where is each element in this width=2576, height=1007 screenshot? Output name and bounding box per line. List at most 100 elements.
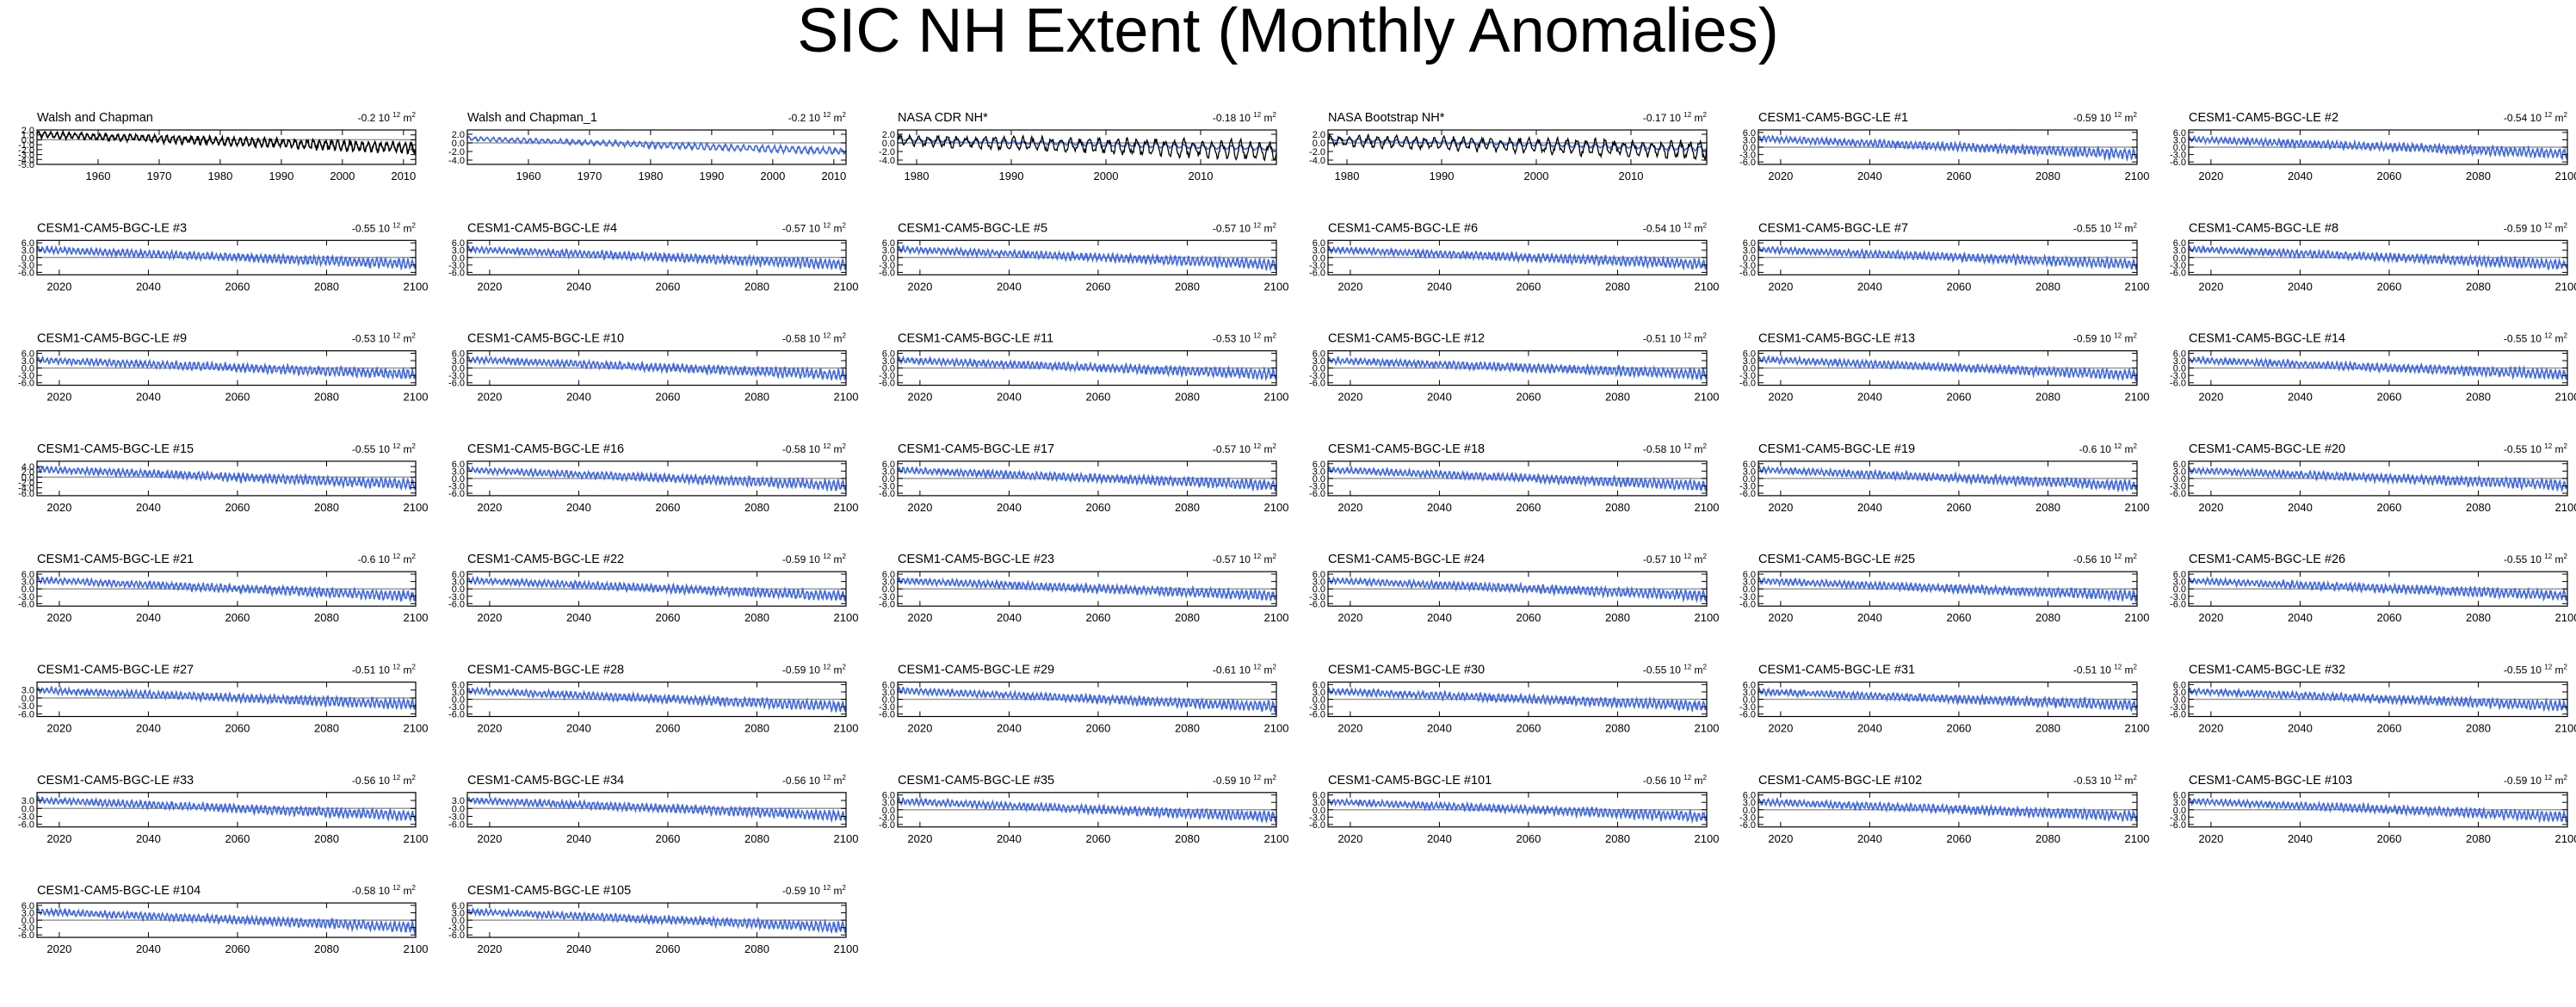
x-tick-label: 2060 bbox=[1946, 391, 1971, 404]
chart-panel: CESM1-CAM5-BGC-LE #26 -0.55 10 12 m2 6.03.… bbox=[2170, 553, 2576, 624]
y-tick-label: 3.0 bbox=[1313, 356, 1325, 367]
y-tick-label: -6.0 bbox=[2170, 379, 2186, 389]
y-tick-label: -3.0 bbox=[879, 592, 895, 602]
panel-title: Walsh and Chapman_1 bbox=[467, 111, 597, 125]
y-tick-label: -2.0 bbox=[18, 145, 34, 156]
chart-panel: CESM1-CAM5-BGC-LE #5 -0.57 10 12 m2 6.03.0… bbox=[879, 221, 1288, 293]
y-tick-label: 6.0 bbox=[2173, 791, 2186, 801]
y-tick-label: -3.0 bbox=[1309, 481, 1325, 491]
y-tick-label: -3.0 bbox=[1309, 592, 1325, 602]
y-tick-label: -2.0 bbox=[1309, 147, 1325, 158]
x-tick-label: 2060 bbox=[1946, 611, 1971, 624]
axes-frame bbox=[466, 129, 847, 165]
trend-label: -0.2 10 12 m2 bbox=[788, 111, 847, 124]
x-tick-label: 2040 bbox=[997, 832, 1022, 845]
y-tick-label: 6.0 bbox=[452, 460, 465, 470]
x-tick-label: 2040 bbox=[997, 501, 1022, 514]
y-tick-label: 6.0 bbox=[1743, 238, 1756, 249]
y-tick-label: 0.0 bbox=[452, 916, 465, 926]
panel-title: Walsh and Chapman bbox=[37, 111, 153, 125]
y-tick-label: 0.0 bbox=[22, 135, 34, 145]
y-tick-label: -4.0 bbox=[879, 156, 895, 166]
x-tick-label: 2080 bbox=[314, 722, 339, 735]
trend-label: -0.59 10 12 m2 bbox=[1213, 774, 1277, 787]
x-tick-label: 2020 bbox=[2198, 611, 2223, 624]
y-tick-label: 0.0 bbox=[2173, 474, 2186, 485]
x-tick-label: 2060 bbox=[2376, 280, 2401, 293]
y-tick-label: -6.0 bbox=[448, 820, 465, 831]
y-tick-label: 3.0 bbox=[452, 246, 465, 256]
series-line bbox=[2188, 244, 2568, 271]
y-tick-label: -4.0 bbox=[448, 156, 465, 166]
trend-label: -0.56 10 12 m2 bbox=[782, 774, 847, 787]
chart-panel: CESM1-CAM5-BGC-LE #35 -0.59 10 12 m2 6.03.… bbox=[879, 774, 1288, 845]
y-tick-label: -6.0 bbox=[1739, 599, 1756, 609]
x-tick-label: 2060 bbox=[1516, 280, 1541, 293]
y-tick-label: 3.0 bbox=[882, 798, 895, 808]
chart-panel: NASA Bootstrap NH* -0.17 10 12 m2 2.00.0-2… bbox=[1309, 111, 1708, 182]
x-tick-label: 2020 bbox=[477, 722, 502, 735]
y-tick-label: 6.0 bbox=[1743, 128, 1756, 139]
trend-label: -0.55 10 12 m2 bbox=[2504, 664, 2568, 676]
y-tick-label: 0.0 bbox=[22, 916, 34, 926]
y-tick-label: 6.0 bbox=[1743, 791, 1756, 801]
series-line bbox=[1757, 576, 2138, 603]
y-tick-label: 2.0 bbox=[452, 130, 465, 140]
y-tick-label: -3.0 bbox=[1309, 261, 1325, 271]
y-tick-label: 3.0 bbox=[2173, 578, 2186, 588]
x-tick-label: 1980 bbox=[1335, 170, 1360, 182]
y-tick-label: 3.0 bbox=[452, 356, 465, 367]
panel-title: CESM1-CAM5-BGC-LE #31 bbox=[1758, 664, 1915, 677]
x-tick-label: 2080 bbox=[1605, 391, 1630, 404]
y-tick-label: 3.0 bbox=[1313, 246, 1325, 256]
y-tick-label: -6.0 bbox=[1309, 599, 1325, 609]
x-tick-label: 2020 bbox=[46, 722, 71, 735]
x-tick-label: 2080 bbox=[2035, 832, 2060, 845]
y-tick-label: -6.0 bbox=[879, 710, 895, 720]
x-tick-label: 2100 bbox=[2125, 170, 2150, 182]
y-tick-label: 0.0 bbox=[1313, 806, 1325, 816]
chart-panel: CESM1-CAM5-BGC-LE #105 -0.59 10 12 m2 6.03… bbox=[448, 884, 858, 955]
x-tick-label: 1960 bbox=[516, 170, 541, 182]
y-tick-label: -3.0 bbox=[879, 702, 895, 713]
x-tick-label: 2040 bbox=[1857, 722, 1882, 735]
chart-panel: CESM1-CAM5-BGC-LE #17 -0.57 10 12 m2 6.03.… bbox=[879, 442, 1288, 514]
x-tick-label: 1980 bbox=[207, 170, 232, 182]
x-tick-label: 2060 bbox=[1516, 722, 1541, 735]
trend-label: -0.59 10 12 m2 bbox=[782, 553, 847, 565]
x-tick-label: 2040 bbox=[1857, 832, 1882, 845]
x-tick-label: 2060 bbox=[2376, 722, 2401, 735]
y-tick-label: -6.0 bbox=[18, 599, 34, 609]
x-tick-label: 2040 bbox=[997, 722, 1022, 735]
x-tick-label: 2080 bbox=[2035, 280, 2060, 293]
panel-title: CESM1-CAM5-BGC-LE #33 bbox=[37, 774, 194, 788]
x-tick-label: 2040 bbox=[1857, 391, 1882, 404]
x-tick-label: 2060 bbox=[1516, 391, 1541, 404]
x-tick-label: 2040 bbox=[2288, 501, 2313, 514]
y-tick-label: 3.0 bbox=[882, 466, 895, 477]
x-tick-label: 2020 bbox=[1337, 611, 1362, 624]
x-tick-label: 2100 bbox=[834, 942, 859, 955]
x-tick-label: 2100 bbox=[1695, 611, 1720, 624]
trend-label: -0.57 10 12 m2 bbox=[1643, 553, 1708, 565]
y-tick-label: -6.0 bbox=[1309, 268, 1325, 278]
y-tick-label: -3.0 bbox=[448, 371, 465, 381]
y-tick-label: 6.0 bbox=[882, 570, 895, 580]
y-tick-label: 0.0 bbox=[22, 804, 34, 814]
y-tick-label: 0.0 bbox=[452, 584, 465, 595]
y-tick-label: -3.0 bbox=[18, 151, 34, 161]
series-line bbox=[466, 575, 847, 602]
y-tick-label: 3.0 bbox=[1743, 688, 1756, 698]
x-tick-label: 1960 bbox=[86, 170, 111, 182]
y-tick-label: -1.0 bbox=[18, 140, 34, 151]
y-tick-label: -2.0 bbox=[448, 147, 465, 158]
x-tick-label: 2100 bbox=[2125, 280, 2150, 293]
y-tick-label: 6.0 bbox=[452, 238, 465, 249]
x-tick-label: 2080 bbox=[1605, 611, 1630, 624]
y-tick-label: 6.0 bbox=[1313, 238, 1325, 249]
chart-panel: Walsh and Chapman_1 -0.2 10 12 m2 2.00.0-2… bbox=[448, 111, 847, 182]
x-tick-label: 2080 bbox=[314, 942, 339, 955]
panel-title: CESM1-CAM5-BGC-LE #35 bbox=[898, 774, 1054, 788]
y-tick-label: 0.0 bbox=[452, 364, 465, 374]
